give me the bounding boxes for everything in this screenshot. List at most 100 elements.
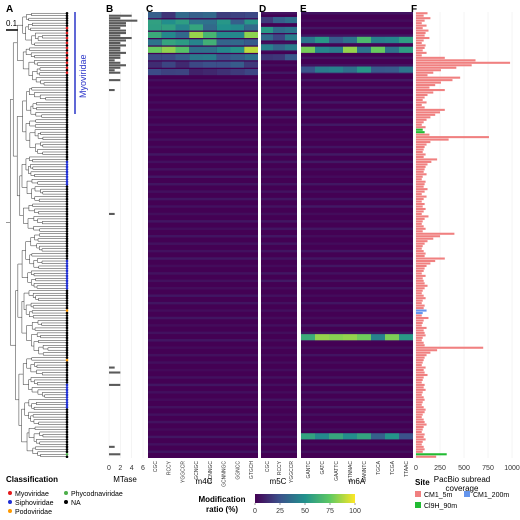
coverage-bar: [416, 455, 437, 458]
coverage-bar: [416, 163, 428, 166]
mtase-bar: [109, 61, 121, 64]
tree-tip-point: [65, 368, 69, 372]
tree-tip-point: [65, 51, 69, 55]
tree-tip-point: [65, 128, 69, 131]
tree-tip-point: [65, 284, 69, 288]
panel-label-b: B: [106, 4, 113, 15]
tree-tip-point: [65, 400, 69, 404]
coverage-bar: [416, 89, 445, 92]
panel-e-group-label: m6A: [349, 477, 366, 486]
heatmap-cell: [216, 24, 231, 31]
tree-tip-point: [65, 14, 69, 18]
coverage-bar: [416, 71, 434, 74]
panel-f-coverage-bars: 0 250 500 750 1000: [414, 12, 520, 472]
mtase-bar: [109, 71, 121, 74]
panel-label-c: C: [146, 4, 153, 15]
coverage-bar: [416, 126, 426, 129]
mtase-tick-label: 0: [107, 465, 111, 472]
tree-tip-point: [65, 26, 69, 30]
panel-label-d: D: [259, 4, 266, 15]
coverage-bar: [416, 294, 424, 297]
svg-text:Myoviridae: Myoviridae: [15, 491, 49, 498]
tree-tip-point: [65, 24, 69, 27]
heatmap-cell: [329, 46, 343, 53]
mtase-bar: [109, 64, 126, 67]
tree-tip-point: [65, 291, 69, 295]
tree-tip-point: [65, 267, 69, 270]
heatmap-cell: [161, 12, 176, 19]
mtase-bar: [109, 46, 121, 49]
coverage-bar: [416, 79, 453, 82]
heatmap-cell: [203, 39, 217, 46]
mtase-bar: [109, 371, 121, 374]
mtase-bar: [109, 54, 121, 57]
heatmap-cell: [189, 12, 203, 19]
mtase-tick-label: 2: [118, 465, 122, 472]
tree-tip-point: [65, 348, 69, 352]
heatmap-cell: [244, 68, 258, 76]
heatmap-cell: [261, 44, 273, 51]
coverage-bar: [416, 143, 427, 146]
coverage-bar: [416, 334, 426, 337]
tree-tip-point: [65, 31, 69, 35]
heatmap-column-label: RCCY: [277, 460, 283, 475]
heatmap-cell: [189, 61, 203, 68]
tree-tip-point: [65, 29, 69, 32]
heatmap-cell: [329, 334, 343, 341]
tree-tip-point: [65, 106, 69, 109]
coverage-bar: [416, 257, 445, 260]
heatmap-cell: [161, 46, 176, 53]
tree-tip-point: [65, 225, 69, 228]
heatmap-cell: [244, 39, 258, 46]
heatmap-column-label: YGGCCR: [289, 461, 295, 483]
tree-tip-point: [65, 143, 69, 146]
heatmap-column-label: GANTC: [306, 461, 312, 479]
coverage-bar: [416, 401, 423, 404]
coverage-bar: [416, 81, 441, 84]
tree-scale-label: 0.1: [6, 19, 18, 28]
heatmap-cell: [261, 16, 273, 24]
tree-tip-point: [65, 247, 69, 250]
coverage-bar: [416, 312, 423, 315]
colorbar: [255, 494, 355, 503]
tree-tip-point: [65, 163, 69, 166]
heatmap-cell: [315, 334, 329, 341]
heatmap-cell: [148, 31, 162, 39]
heatmap-cell: [244, 61, 258, 68]
heatmap-cell: [301, 66, 315, 73]
heatmap-cell: [216, 39, 231, 46]
coverage-bar: [416, 158, 438, 161]
heatmap-cell: [285, 54, 297, 61]
tree-tip-point: [65, 116, 69, 119]
heatmap-cell: [371, 334, 385, 341]
heatmap-cell: [285, 26, 297, 34]
coverage-bar: [416, 225, 424, 228]
heatmap-cell: [203, 12, 217, 19]
tree-tip-point: [65, 319, 69, 322]
heatmap-cell: [161, 54, 176, 61]
coverage-bar: [416, 141, 431, 144]
coverage-bar: [416, 255, 425, 258]
tree-tip-point: [65, 301, 69, 305]
heatmap-cell: [175, 61, 190, 68]
panel-c-m4c-heatmap: CGC RCCY YGGCCR GCNGC GCNNGC GCNNNGC GGNCC GTGC…: [148, 12, 258, 487]
tree-tip-point: [65, 306, 69, 310]
mtase-bar: [109, 24, 126, 27]
colorbar-tick-label: 0: [253, 508, 257, 515]
coverage-bar: [416, 339, 422, 342]
coverage-bar: [416, 314, 422, 317]
coverage-bar: [416, 287, 425, 290]
tree-tip-point: [65, 44, 69, 47]
tree-tip-point: [65, 108, 69, 112]
heatmap-cell: [315, 433, 329, 440]
coverage-bar: [416, 168, 425, 171]
heatmap-cell: [230, 39, 245, 46]
coverage-bar: [416, 123, 422, 126]
coverage-bar: [416, 398, 425, 401]
coverage-bar: [416, 329, 424, 332]
heatmap-cell: [329, 36, 343, 43]
coverage-bar: [416, 423, 427, 426]
coverage-tick-label: 1000: [504, 465, 520, 472]
coverage-bar: [416, 76, 461, 79]
panel-e-m6a-heatmap: GANTC GATC GAATTC GTNNAC GANNTC TGCA TCGA TTAAC: [301, 12, 413, 482]
